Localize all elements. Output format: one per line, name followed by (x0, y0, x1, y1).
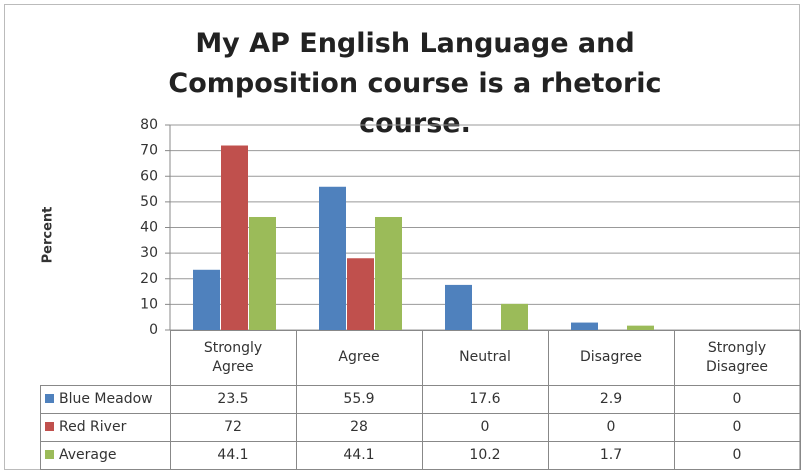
table-value: 1.7 (547, 440, 675, 470)
bar (249, 216, 276, 330)
table-value: 0 (673, 384, 801, 414)
table-row: Average 44.1 44.1 10.2 1.7 0 (40, 440, 801, 470)
table-header-cell: Strongly Disagree (673, 330, 801, 386)
table-value: 55.9 (295, 384, 423, 414)
table-value: 17.6 (421, 384, 549, 414)
legend-swatch (45, 450, 54, 459)
y-tick-label: 60 (140, 168, 158, 184)
table-header-cell: Strongly Agree (169, 330, 297, 386)
x-tick-label: Neutral (459, 349, 511, 366)
table-value: 0 (673, 412, 801, 442)
bar (627, 325, 654, 330)
table-value: 0 (673, 440, 801, 470)
table-value: 2.9 (547, 384, 675, 414)
y-tick-label: 0 (149, 322, 158, 338)
legend-label: Red River (59, 419, 127, 435)
table-row: Red River 72 28 0 0 0 (40, 412, 801, 442)
y-axis-label: Percent (41, 207, 56, 264)
table-value: 28 (295, 412, 423, 442)
table-value: 44.1 (169, 440, 297, 470)
y-tick-label: 30 (140, 245, 158, 261)
table-value: 10.2 (421, 440, 549, 470)
legend-label: Blue Meadow (59, 391, 153, 407)
bar (375, 216, 402, 330)
table-header-cell: Agree (295, 330, 423, 386)
legend-cell: Blue Meadow (40, 384, 171, 414)
x-tick-label: Disagree (579, 349, 643, 366)
y-tick-label: 20 (140, 271, 158, 287)
table-header-row: Strongly Agree Agree Neutral Disagree Strong… (40, 330, 801, 386)
legend-cell: Average (40, 440, 171, 470)
y-tick-label: 50 (140, 194, 158, 210)
table-value: 0 (421, 412, 549, 442)
bar (501, 303, 528, 330)
table-value: 0 (547, 412, 675, 442)
bar (193, 269, 220, 330)
legend-cell: Red River (40, 412, 171, 442)
legend-swatch (45, 422, 54, 431)
bar (445, 284, 472, 330)
table-corner (40, 330, 171, 386)
legend-swatch (45, 394, 54, 403)
data-table: Strongly Agree Agree Neutral Disagree Strong… (40, 330, 801, 470)
bar (347, 258, 374, 330)
table-value: 23.5 (169, 384, 297, 414)
table-header-cell: Neutral (421, 330, 549, 386)
y-tick-label: 10 (140, 296, 158, 312)
y-tick-label: 80 (140, 117, 158, 133)
bar (571, 322, 598, 330)
y-tick-label: 40 (140, 220, 158, 236)
bar (319, 186, 346, 330)
table-value: 44.1 (295, 440, 423, 470)
bar (221, 145, 248, 330)
y-tick-label: 70 (140, 143, 158, 159)
table-header-cell: Disagree (547, 330, 675, 386)
x-tick-label: Agree (338, 349, 380, 366)
chart-title: My AP English Language and Composition c… (168, 28, 662, 139)
table-row: Blue Meadow 23.5 55.9 17.6 2.9 0 (40, 384, 801, 414)
legend-label: Average (59, 447, 117, 463)
chart-frame (4, 4, 800, 470)
table-value: 72 (169, 412, 297, 442)
x-tick-label: Strongly Agree (203, 339, 263, 375)
x-tick-label: Strongly Disagree (705, 339, 769, 375)
